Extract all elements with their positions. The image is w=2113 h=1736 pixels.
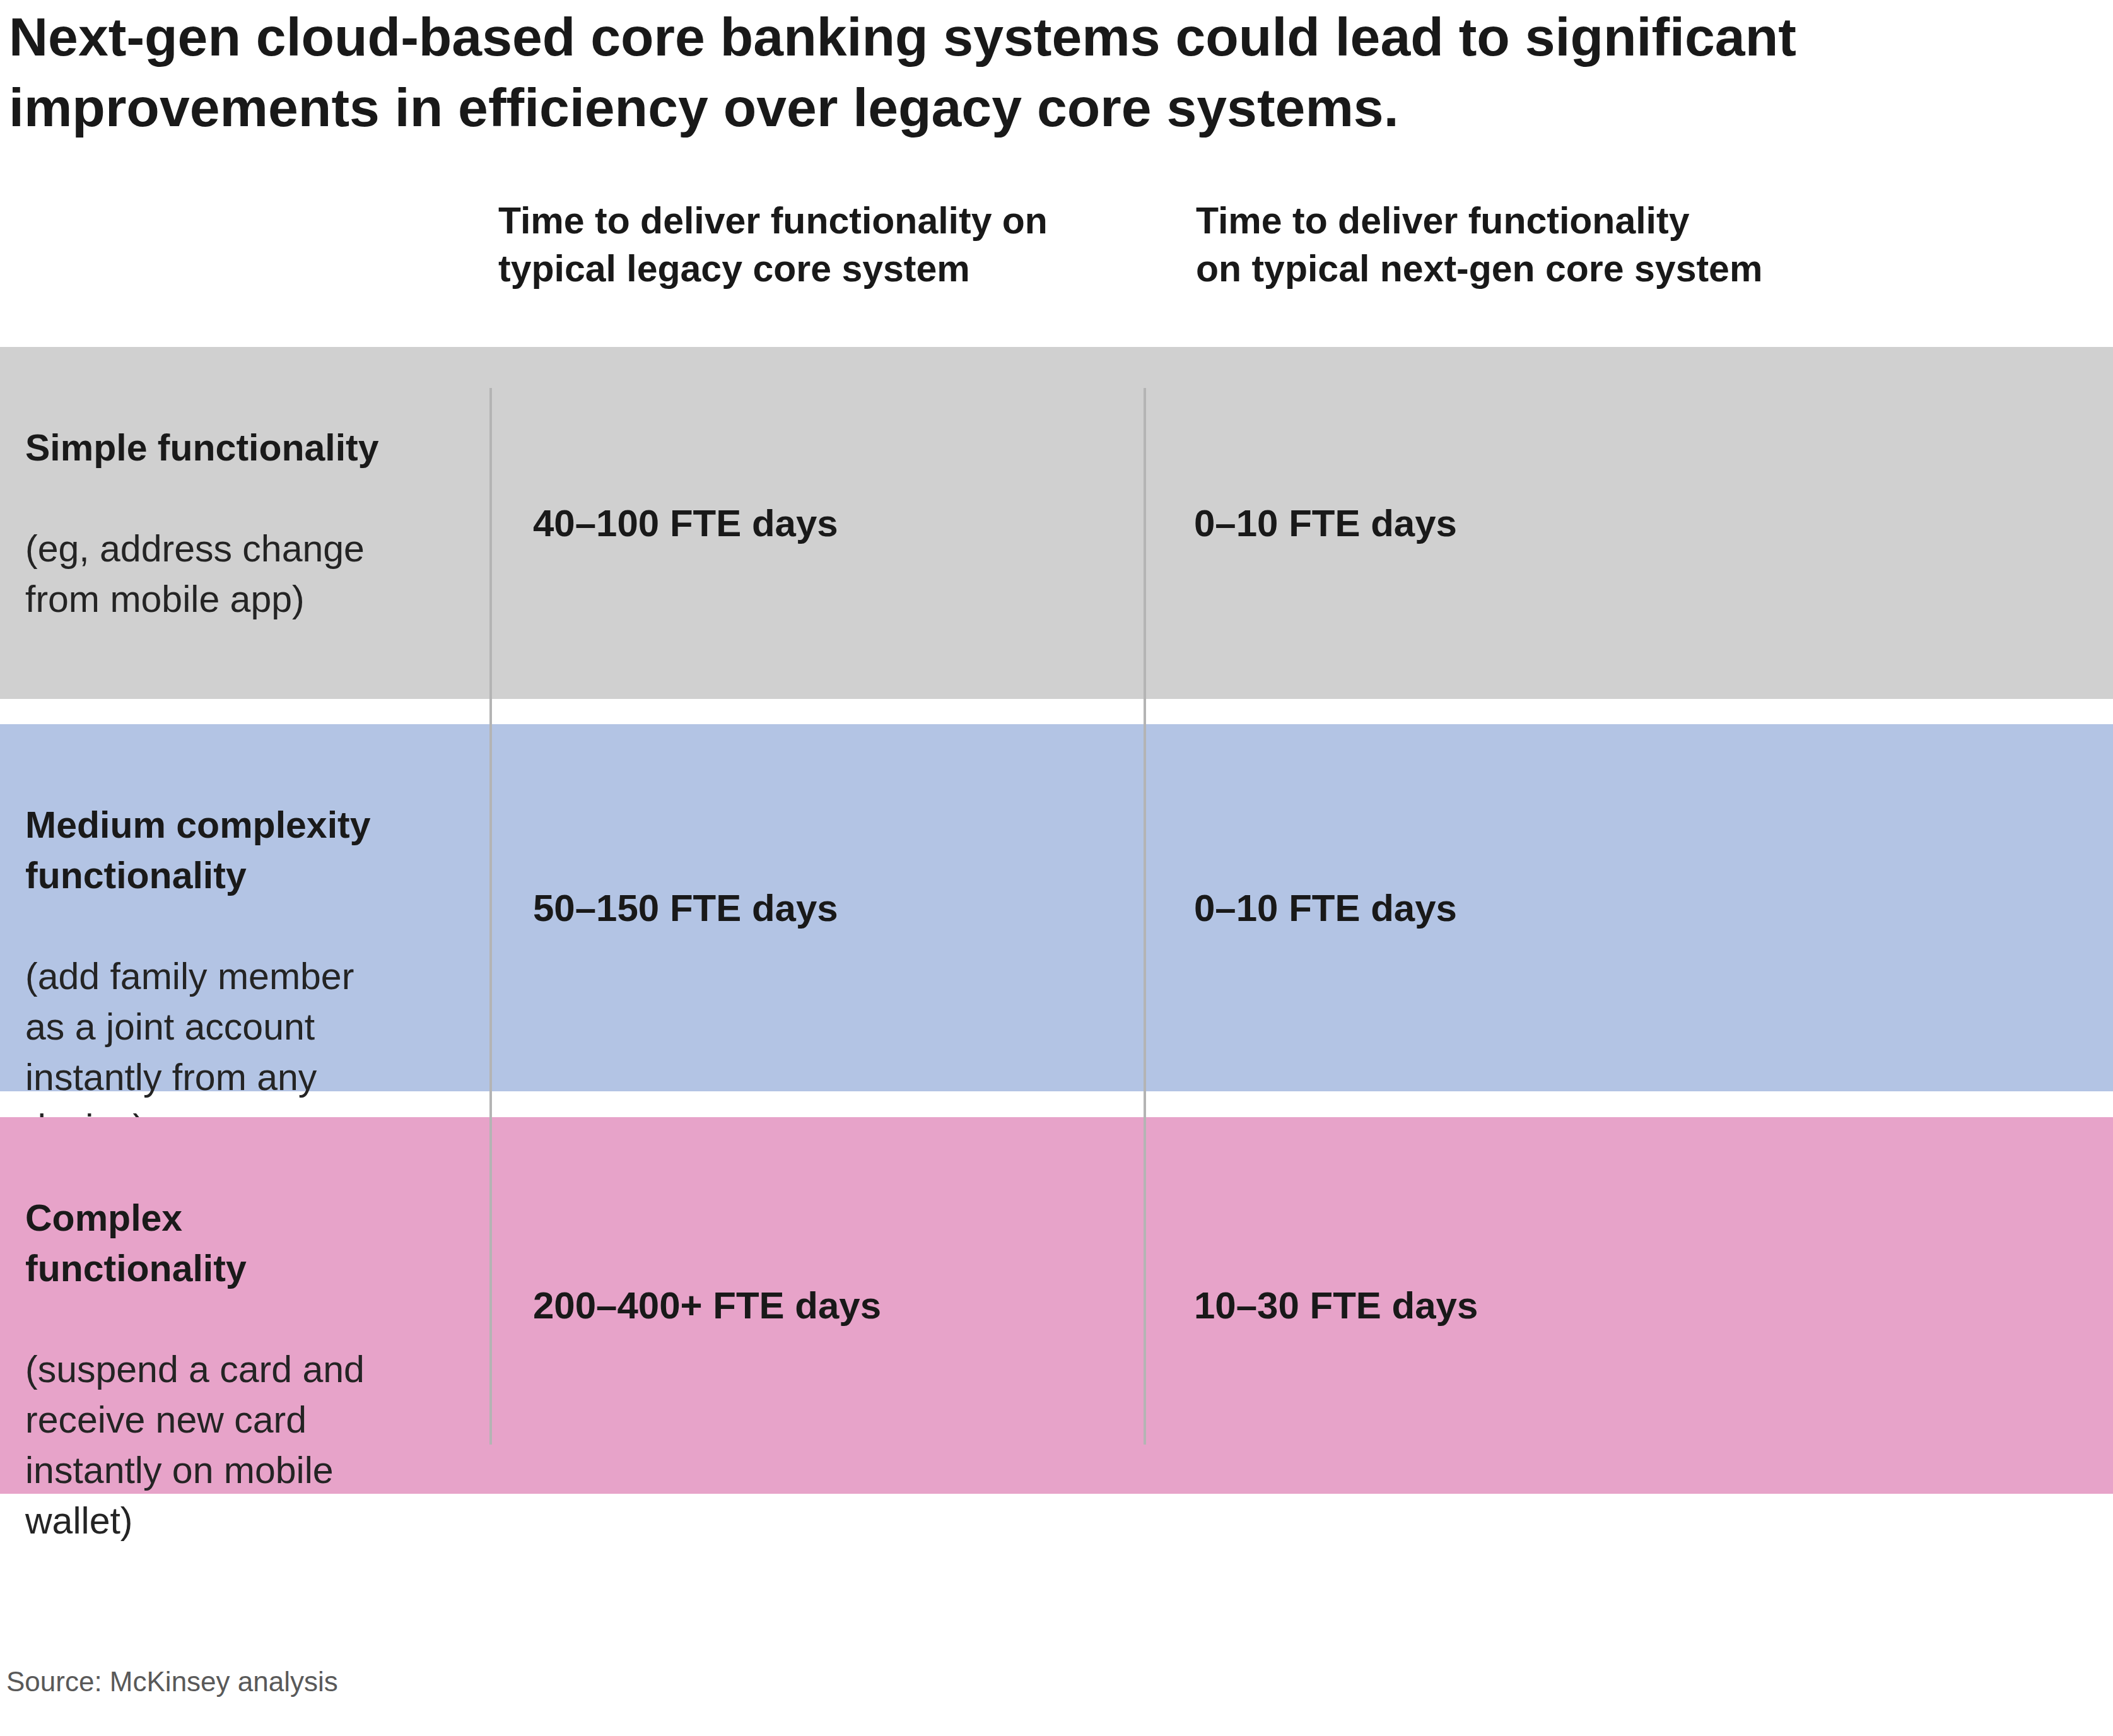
value-medium-legacy: 50–150 FTE days [533,724,1101,1091]
column-header-nextgen: Time to deliver functionality on typical… [1196,197,1762,293]
row-label-simple: Simple functionality (eg, address change… [25,372,467,675]
source-note: Source: McKinsey analysis [6,1665,338,1698]
column-divider-1 [489,388,492,1445]
row-name: Medium complexity functionality [25,800,467,901]
table-row-medium: Medium complexity functionality (add fam… [0,724,2113,1091]
row-example: (suspend a card and receive new card ins… [25,1344,467,1546]
column-divider-2 [1144,388,1146,1445]
row-name: Complex functionality [25,1193,467,1294]
exhibit-canvas: Next-gen cloud-based core banking system… [0,0,2113,1736]
value-medium-nextgen: 0–10 FTE days [1194,724,1762,1091]
row-example: (eg, address change from mobile app) [25,524,467,625]
value-complex-legacy: 200–400+ FTE days [533,1117,1101,1494]
column-header-legacy: Time to deliver functionality on typical… [498,197,1048,293]
value-simple-nextgen: 0–10 FTE days [1194,347,1762,699]
table-row-complex: Complex functionality (suspend a card an… [0,1117,2113,1494]
value-simple-legacy: 40–100 FTE days [533,347,1101,699]
row-name: Simple functionality [25,423,467,473]
row-label-complex: Complex functionality (suspend a card an… [25,1142,467,1597]
page-title: Next-gen cloud-based core banking system… [9,1,1796,143]
table-row-simple: Simple functionality (eg, address change… [0,347,2113,699]
value-complex-nextgen: 10–30 FTE days [1194,1117,1762,1494]
